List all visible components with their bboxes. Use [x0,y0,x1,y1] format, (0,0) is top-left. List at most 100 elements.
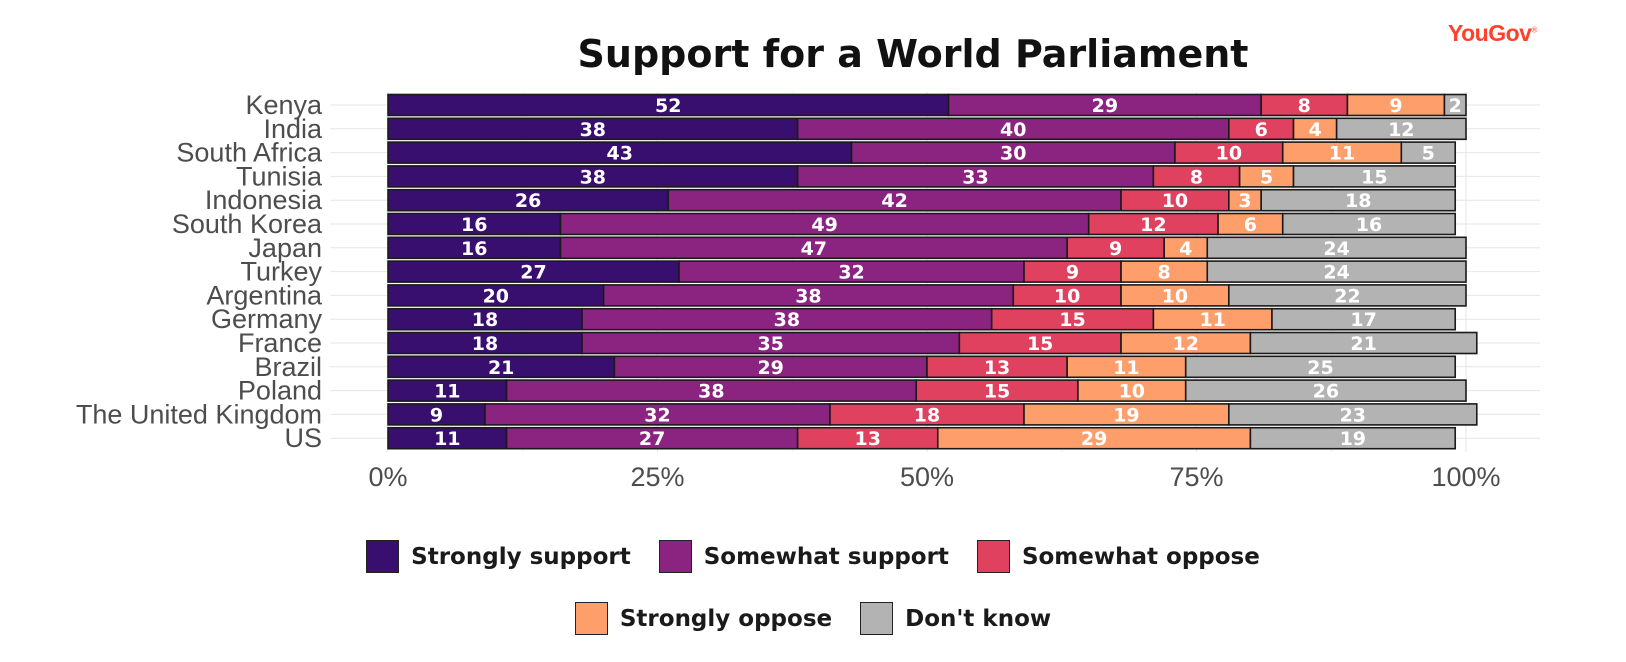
bar-segment [1260,188,1457,212]
data-label: 22 [1334,285,1360,307]
data-label: 21 [488,357,514,379]
data-label: 16 [461,214,487,236]
data-label: 12 [1172,333,1198,355]
category-label: Turkey [240,257,322,287]
data-label: 26 [515,190,541,212]
registered-mark: ® [1531,25,1537,35]
legend-item: Somewhat oppose [976,540,1260,573]
data-label: 19 [1113,404,1139,426]
chart-title: Support for a World Parliament [577,32,1249,76]
legend-swatch [658,540,692,573]
legend-row-2: Strongly oppose Don't know [0,602,1626,635]
data-label: 26 [1313,381,1339,403]
x-tick-label: 25% [630,462,684,492]
bar-segment [1206,236,1467,260]
yougov-logo-text: YouGov [1448,20,1532,46]
data-label: 38 [580,166,606,188]
data-label: 49 [811,214,837,236]
data-label: 3 [1238,190,1251,212]
category-label: Tunisia [236,161,323,191]
category-label: France [238,328,322,358]
data-label: 11 [1329,143,1355,165]
data-label: 30 [1000,143,1026,165]
bar-segment [1400,141,1457,164]
data-label: 43 [607,143,633,165]
data-label: 24 [1323,238,1349,260]
data-label: 33 [962,166,988,188]
data-label: 21 [1350,333,1376,355]
legend-swatch [574,602,608,635]
data-label: 38 [795,285,821,307]
data-label: 11 [434,381,460,403]
data-label: 18 [1345,190,1371,212]
bar-segment [1228,403,1478,426]
x-tick-label: 75% [1169,462,1223,492]
data-label: 29 [757,357,783,379]
bar-segment [1184,379,1467,402]
category-label: Japan [248,233,322,263]
data-label: 52 [655,95,681,117]
data-label: 11 [1199,309,1225,331]
data-label: 29 [1081,428,1107,450]
category-label: Germany [211,304,323,334]
data-label: 10 [1162,190,1188,212]
category-label: South Korea [172,209,323,239]
bar-segment [1281,212,1457,236]
bar-segment [1184,355,1457,379]
category-label: India [263,114,323,144]
legend-row-1: Strongly support Somewhat support Somewhat… [0,540,1626,573]
category-label: Indonesia [205,185,323,215]
data-label: 5 [1422,143,1435,165]
data-label: 9 [1066,262,1079,284]
yougov-logo: YouGov® [1448,20,1537,47]
data-label: 12 [1140,214,1166,236]
data-label: 35 [757,333,783,355]
bar-segment [1249,426,1457,450]
data-label: 15 [984,381,1010,403]
data-label: 13 [984,357,1010,379]
legend-item: Somewhat support [658,540,949,573]
data-label: 8 [1158,262,1171,284]
data-label: 12 [1388,119,1414,141]
data-label: 9 [430,404,443,426]
data-label: 15 [1361,166,1387,188]
data-label: 10 [1119,381,1145,403]
category-label: US [284,423,322,453]
legend-label: Strongly support [411,543,631,570]
data-label: 19 [1340,428,1366,450]
data-label: 10 [1162,285,1188,307]
data-label: 38 [698,381,724,403]
data-label: 11 [434,428,460,450]
data-label: 13 [854,428,880,450]
data-label: 23 [1340,404,1366,426]
data-label: 40 [1000,119,1026,141]
x-tick-label: 50% [900,462,954,492]
category-label: South Africa [176,138,323,168]
data-label: 17 [1350,309,1376,331]
data-label: 6 [1255,119,1268,141]
data-label: 8 [1298,95,1311,117]
data-label: 27 [520,262,546,284]
data-label: 10 [1054,285,1080,307]
bar-segment [1335,117,1467,141]
legend-item: Don't know [860,602,1051,635]
data-label: 38 [580,119,606,141]
legend-label: Don't know [905,605,1052,632]
data-label: 18 [472,333,498,355]
data-label: 2 [1449,95,1462,117]
bar-segment [1249,331,1478,355]
data-label: 47 [801,238,827,260]
data-label: 42 [881,190,907,212]
data-label: 29 [1092,95,1118,117]
legend-item: Strongly support [366,540,631,573]
data-label: 6 [1244,214,1257,236]
legend-swatch [976,540,1010,573]
x-tick-label: 100% [1431,462,1500,492]
data-label: 4 [1179,238,1192,260]
data-label: 15 [1059,309,1085,331]
bar-segment [1271,307,1457,331]
category-label: Argentina [206,280,323,310]
category-label: The United Kingdom [76,399,322,429]
legend-swatch [366,540,400,573]
